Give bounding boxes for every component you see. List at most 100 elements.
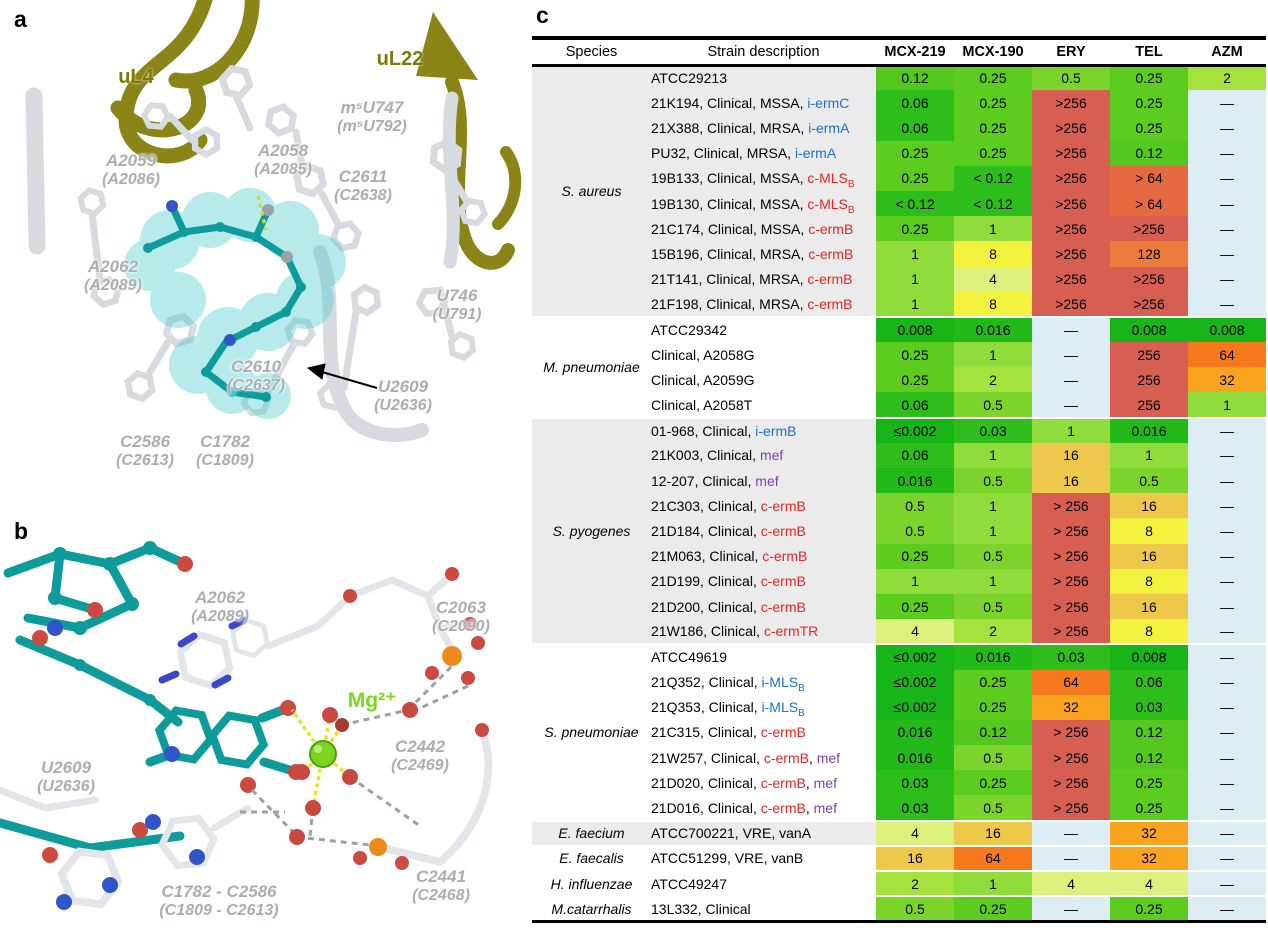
strain-text: ATCC29342 (651, 321, 728, 338)
strain-cell: ATCC51299, VRE, vanB (651, 844, 876, 871)
resistance-gene-label: i-ermC (807, 94, 850, 111)
strain-cell: 13L332, Clinical (651, 895, 876, 922)
strain-text: 21F198, Clinical, MRSA, (651, 295, 808, 312)
mic-value-cell: 0.25 (954, 694, 1032, 720)
species-cell: S. pneumoniae (532, 643, 651, 821)
mic-value-cell: 0.25 (954, 669, 1032, 695)
mic-value-cell: 1 (1110, 442, 1188, 468)
resistance-gene-label: i-MLS (761, 699, 799, 716)
mic-value-cell: 64 (954, 844, 1032, 871)
mic-table: Species Strain description MCX-219 MCX-190 E… (532, 36, 1266, 923)
strain-cell: 21D016, Clinical, c-ermB, mef (651, 795, 876, 821)
mic-value-cell: — (1188, 140, 1266, 166)
panel-a-structure: a (0, 0, 532, 478)
mic-value-cell: 0.5 (1032, 65, 1110, 91)
strain-text: Clinical, A2059G (651, 371, 755, 388)
strain-text: 13L332, Clinical (651, 900, 751, 917)
table-row: 21M063, Clinical, c-ermB 0.25 0.5 > 256 16— (532, 543, 1266, 569)
mic-value-cell: 0.25 (876, 216, 954, 242)
mic-value-cell: > 256 (1032, 543, 1110, 569)
mg-coordination-scene (0, 541, 493, 933)
mic-value-cell: >256 (1032, 165, 1110, 191)
mic-value-cell: — (1188, 468, 1266, 494)
mic-value-cell: 0.25 (1110, 65, 1188, 91)
table-row: 21X388, Clinical, MRSA, i-ermA 0.06 0.25 >2… (532, 115, 1266, 141)
mic-value-cell: 1 (954, 518, 1032, 544)
resistance-gene-label: B (847, 204, 855, 216)
resistance-gene-label: c-ermB (760, 497, 806, 514)
mic-value-cell: 0.5 (954, 593, 1032, 620)
mic-value-cell: — (1188, 770, 1266, 796)
mic-value-cell: — (1032, 392, 1110, 418)
residue-label-u2609-b: U2609 (U2636) (37, 758, 95, 795)
mic-table-header: Species Strain description MCX-219 MCX-190 E… (532, 38, 1266, 65)
strain-text: 21D184, Clinical, (651, 522, 761, 539)
strain-cell: 15B196, Clinical, MRSA, c-ermB (651, 241, 876, 267)
resistance-gene-label: c-ermB (807, 295, 853, 312)
mic-value-cell: >256 (1032, 241, 1110, 267)
mic-value-cell: >256 (1032, 266, 1110, 292)
mic-value-cell: 0.03 (1110, 694, 1188, 720)
mic-value-cell: 0.25 (876, 165, 954, 191)
mic-value-cell: — (1188, 266, 1266, 292)
strain-cell: 21K194, Clinical, MSSA, i-ermC (651, 90, 876, 116)
hydrogen-bond-dashes (240, 664, 469, 847)
residue-label-a2062-b: A2062 (A2089) (191, 588, 249, 625)
mic-value-cell: 16 (1110, 543, 1188, 569)
mic-value-cell: 1 (876, 568, 954, 594)
mic-value-cell: 0.008 (876, 315, 954, 343)
table-row: 21Q352, Clinical, i-MLSB ≤0.002 0.25 64 0.06… (532, 669, 1266, 695)
mic-value-cell: — (1188, 844, 1266, 871)
mic-value-cell: 0.5 (954, 745, 1032, 771)
mic-value-cell: 1 (954, 568, 1032, 594)
table-row: 21D016, Clinical, c-ermB, mef 0.03 0.5 > 25… (532, 795, 1266, 821)
protein-label-ul4: uL4 (118, 66, 154, 88)
resistance-gene-label: i-MLS (761, 674, 799, 691)
mic-value-cell: — (1188, 165, 1266, 191)
mic-value-cell: >256 (1032, 140, 1110, 166)
mic-value-cell: 256 (1110, 367, 1188, 393)
strain-cell: 21T141, Clinical, MRSA, c-ermB (651, 266, 876, 292)
mic-value-cell: 16 (876, 844, 954, 871)
strain-text: 21D016, Clinical, (651, 799, 761, 816)
table-row: 21C174, Clinical, MSSA, c-ermB 0.25 1 >256 >… (532, 216, 1266, 242)
mic-value-cell: 0.016 (876, 719, 954, 746)
mic-value-cell: — (1032, 819, 1110, 846)
mic-value-cell: 0.06 (1110, 669, 1188, 695)
table-row: Clinical, A2058T 0.06 0.5—256 1 (532, 392, 1266, 418)
mic-value-cell: — (1188, 115, 1266, 141)
strain-cell: Clinical, A2058T (651, 392, 876, 418)
strain-cell: 12-207, Clinical, mef (651, 468, 876, 494)
mic-value-cell: 64 (1032, 669, 1110, 695)
mic-value-cell: 0.25 (1110, 795, 1188, 821)
resistance-gene-label: c-MLS (807, 195, 848, 212)
mic-value-cell: 1 (1188, 392, 1266, 418)
resistance-gene-label: B (798, 708, 805, 720)
table-row: 15B196, Clinical, MRSA, c-ermB 1 8 >256 128— (532, 241, 1266, 267)
mic-value-cell: — (1032, 342, 1110, 368)
mic-value-cell: 0.5 (876, 895, 954, 922)
mic-value-cell: 0.016 (876, 468, 954, 494)
resistance-gene-label: c-ermB (760, 724, 806, 741)
strain-text: 21X388, Clinical, MRSA, (651, 119, 809, 136)
mic-value-cell: > 64 (1110, 165, 1188, 191)
mic-value-cell: 0.25 (876, 342, 954, 368)
mic-value-cell: — (1032, 844, 1110, 871)
strain-cell: 21D020, Clinical, c-ermB, mef (651, 770, 876, 796)
mic-value-cell: >256 (1032, 115, 1110, 141)
mic-value-cell: 0.25 (954, 65, 1032, 91)
strain-cell: 21D199, Clinical, c-ermB (651, 568, 876, 594)
strain-text: 19B130, Clinical, MSSA, (651, 195, 808, 212)
mic-value-cell: ≤0.002 (876, 643, 954, 670)
mic-value-cell: 0.12 (954, 719, 1032, 746)
mic-value-cell: 1 (954, 869, 1032, 897)
strain-text: 19B133, Clinical, MSSA, (651, 170, 808, 187)
mic-value-cell: > 256 (1032, 745, 1110, 771)
mic-value-cell: 8 (954, 241, 1032, 267)
mic-value-cell: 0.12 (1110, 140, 1188, 166)
table-row: 19B133, Clinical, MSSA, c-MLSB 0.25 < 0.12… (532, 165, 1266, 191)
species-cell: M. pneumoniae (532, 315, 651, 418)
mic-value-cell: 0.5 (876, 518, 954, 544)
mic-value-cell: — (1032, 895, 1110, 922)
strain-cell: PU32, Clinical, MRSA, i-ermA (651, 140, 876, 166)
